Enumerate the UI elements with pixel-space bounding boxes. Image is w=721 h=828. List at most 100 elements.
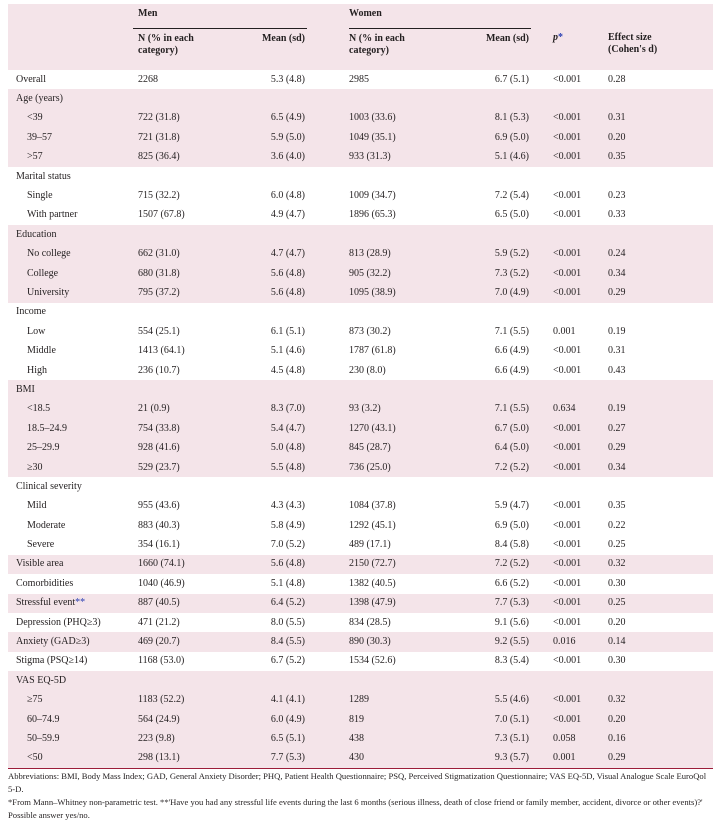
gap-cell: [307, 283, 350, 303]
men-mean-cell: 5.9 (5.0): [222, 128, 308, 148]
women-n-cell: 438: [349, 729, 446, 749]
table-row: Depression (PHQ≥3) 471 (21.2) 8.0 (5.5) 834…: [8, 613, 713, 632]
row-label: Single: [8, 186, 133, 205]
table-row: Single 715 (32.2) 6.0 (4.8) 1009 (34.7) 7.2 …: [8, 186, 713, 205]
men-mean-cell: 4.3 (4.3): [270, 500, 306, 512]
table-row: <50 298 (13.1) 7.7 (5.3) 430 9.3 (5.7) 0.001 0…: [8, 748, 714, 770]
row-label-text: >57: [27, 151, 43, 163]
effect-size-cell: 0.43: [608, 364, 626, 376]
gap-cell: [307, 535, 349, 554]
empty-cell: [222, 380, 308, 400]
header-effect: Effect size (Cohen's d): [592, 28, 714, 70]
header-men: Men: [133, 4, 308, 29]
men-mean-cell: 5.6 (4.8): [222, 283, 308, 303]
header-men-mean: Mean (sd): [222, 28, 308, 70]
header-blank-d: [592, 4, 714, 28]
women-n-cell: 1009 (34.7): [349, 190, 396, 202]
row-label: With partner: [8, 206, 133, 225]
row-label: Stigma (PSQ≥14): [8, 652, 133, 671]
group-label: Clinical severity: [16, 480, 82, 492]
effect-size-cell: 0.35: [592, 147, 714, 167]
row-label-text: <50: [27, 752, 43, 764]
empty-cell: [133, 303, 222, 322]
women-mean-cell: 5.1 (4.6): [445, 147, 532, 167]
women-mean-cell: 5.9 (5.2): [445, 244, 532, 264]
effect-size-cell: 0.32: [592, 690, 714, 710]
women-n-cell: 1049 (35.1): [349, 128, 446, 148]
men-mean-cell: 7.7 (5.3): [222, 748, 308, 770]
table-row: <18.5 21 (0.9) 8.3 (7.0) 93 (3.2) 7.1 (5.5) 0…: [8, 399, 714, 420]
table-row: Comorbidities 1040 (46.9) 5.1 (4.8) 1382 (4…: [8, 574, 713, 593]
men-n-cell: 469 (20.7): [133, 632, 222, 652]
women-mean-cell: 7.0 (5.1): [445, 709, 532, 730]
table-row: Visible area 1660 (74.1) 5.6 (4.8) 2150 (72…: [8, 554, 714, 575]
gap-cell: [307, 438, 350, 458]
row-label: <18.5: [8, 399, 133, 420]
men-mean-cell: 5.1 (4.6): [270, 345, 306, 357]
p-value-cell: <0.001: [531, 709, 593, 730]
group-label: VAS EQ-5D: [8, 671, 133, 691]
women-n-cell: 834 (28.5): [349, 616, 391, 628]
empty-cell: [445, 380, 532, 400]
row-label-text: <18.5: [27, 403, 51, 415]
gap-cell: [307, 263, 350, 284]
empty-cell: [222, 225, 308, 245]
women-mean-cell: 6.9 (5.0): [445, 128, 532, 148]
men-mean-cell: 6.0 (4.8): [270, 190, 306, 202]
effect-size-cell: 0.16: [592, 729, 714, 749]
women-mean-cell: 6.5 (5.0): [494, 209, 530, 221]
women-n-cell: 2985: [349, 73, 370, 85]
men-n-cell: 2268: [138, 73, 158, 85]
men-n-cell: 529 (23.7): [133, 457, 222, 478]
row-label-text: Low: [27, 325, 46, 337]
p-value-cell: <0.001: [531, 128, 593, 148]
header-effect-line2: (Cohen's d): [608, 44, 658, 55]
row-label-text: 18.5–24.9: [27, 422, 67, 434]
p-value-cell: <0.001: [531, 457, 593, 478]
women-n-cell: 1270 (43.1): [349, 419, 446, 439]
row-label: College: [8, 263, 133, 284]
p-value-cell: <0.001: [531, 283, 593, 303]
men-n-cell: 1413 (64.1): [138, 345, 185, 357]
p-value-cell: <0.001: [531, 263, 593, 284]
group-label: Marital status: [16, 170, 71, 182]
gap-cell: [307, 554, 350, 575]
women-n-cell: 736 (25.0): [349, 457, 446, 478]
row-label-text: <39: [27, 112, 43, 124]
women-mean-cell: 9.1 (5.6): [494, 616, 530, 628]
men-mean-cell: 6.4 (5.2): [222, 593, 308, 613]
effect-size-cell: 0.30: [608, 655, 626, 667]
men-n-cell: 955 (43.6): [138, 500, 180, 512]
effect-size-cell: 0.34: [592, 457, 714, 478]
row-label: Severe: [8, 535, 133, 554]
table-row: 60–74.9 564 (24.9) 6.0 (4.9) 819 7.0 (5.1) <0…: [8, 709, 714, 730]
men-mean-cell: 4.5 (4.8): [270, 364, 306, 376]
header-label-col: [8, 28, 133, 70]
group-header-row: VAS EQ-5D: [8, 671, 714, 691]
p-value-cell: <0.001: [531, 419, 593, 439]
women-mean-cell: 7.1 (5.5): [494, 325, 530, 337]
men-mean-cell: 6.7 (5.2): [270, 655, 306, 667]
table-row: Low 554 (25.1) 6.1 (5.1) 873 (30.2) 7.1 (5.5…: [8, 322, 713, 341]
women-n-cell: 1095 (38.9): [349, 283, 446, 303]
women-n-cell: 1787 (61.8): [349, 345, 396, 357]
p-value-cell: <0.001: [531, 438, 593, 458]
p-value-cell: <0.001: [553, 616, 582, 628]
men-n-cell: 680 (31.8): [133, 263, 222, 284]
row-label: <39: [8, 108, 133, 129]
table-row: <39 722 (31.8) 6.5 (4.9) 1003 (33.6) 8.1 (5.…: [8, 108, 714, 129]
empty-cell: [307, 671, 350, 691]
row-label: High: [8, 361, 133, 380]
empty-cell: [349, 671, 446, 691]
men-n-cell: 1507 (67.8): [138, 209, 185, 221]
men-mean-cell: 5.3 (4.8): [270, 73, 306, 85]
men-mean-cell: 8.3 (7.0): [222, 399, 308, 420]
group-header-row: Age (years): [8, 89, 714, 109]
gap-cell: [307, 206, 349, 225]
p-value-cell: <0.001: [553, 519, 582, 531]
empty-cell: [592, 303, 713, 322]
gap-cell: [307, 244, 350, 264]
men-mean-cell: 6.5 (4.9): [222, 108, 308, 129]
empty-cell: [307, 477, 349, 496]
header-row-columns: N (% in each category) Mean (sd) N (% in …: [8, 28, 714, 70]
